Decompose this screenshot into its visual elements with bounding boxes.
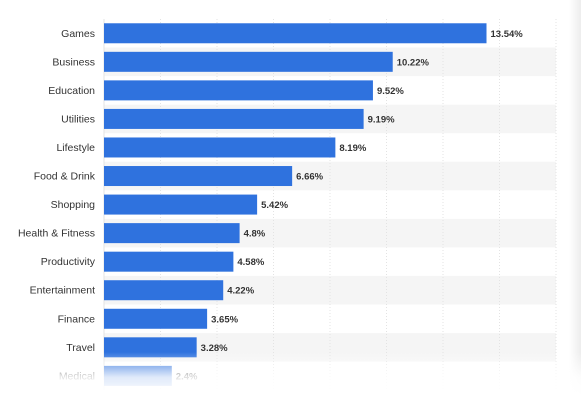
value-label: 4.22% <box>227 286 254 297</box>
bar[interactable] <box>104 365 172 386</box>
bar[interactable] <box>104 80 373 101</box>
category-label: Finance <box>58 313 96 325</box>
category-label: Productivity <box>41 256 96 268</box>
bar[interactable] <box>104 308 208 329</box>
value-label: 10.22% <box>397 57 430 68</box>
category-label: Health & Fitness <box>18 228 95 240</box>
category-label: Business <box>52 56 95 68</box>
bars <box>104 23 487 386</box>
category-label: Medical <box>59 370 95 382</box>
value-labels: 13.54% 10.22% 9.52% 9.19% 8.19% 6.66% 5.42% 4.8… <box>176 29 523 383</box>
value-label: 3.28% <box>201 343 228 354</box>
category-labels: Games Business Education Utilities Lifestyle… <box>18 28 96 383</box>
bar[interactable] <box>104 251 234 272</box>
value-label: 2.4% <box>176 371 198 382</box>
value-label: 6.66% <box>296 172 323 183</box>
bar[interactable] <box>104 23 487 44</box>
category-label: Lifestyle <box>56 142 95 154</box>
bar[interactable] <box>104 223 240 244</box>
category-label: Entertainment <box>30 285 95 297</box>
category-label: Utilities <box>61 113 95 125</box>
category-label: Food & Drink <box>34 171 96 183</box>
bar[interactable] <box>104 108 364 129</box>
panel-edge-shadow <box>569 0 581 415</box>
value-label: 4.58% <box>237 257 264 268</box>
category-label: Travel <box>66 342 95 354</box>
value-label: 3.65% <box>211 314 238 325</box>
value-label: 9.52% <box>377 86 404 97</box>
value-label: 9.19% <box>368 114 395 125</box>
bar[interactable] <box>104 137 336 158</box>
bar[interactable] <box>104 280 224 301</box>
bar[interactable] <box>104 166 293 187</box>
bar[interactable] <box>104 337 197 358</box>
category-label: Games <box>61 28 95 40</box>
category-label: Education <box>48 85 95 97</box>
category-label: Shopping <box>51 199 96 211</box>
value-label: 5.42% <box>261 200 288 211</box>
bar[interactable] <box>104 51 393 72</box>
value-label: 8.19% <box>339 143 366 154</box>
bar[interactable] <box>104 194 258 215</box>
value-label: 13.54% <box>491 29 524 40</box>
value-label: 4.8% <box>244 229 266 240</box>
